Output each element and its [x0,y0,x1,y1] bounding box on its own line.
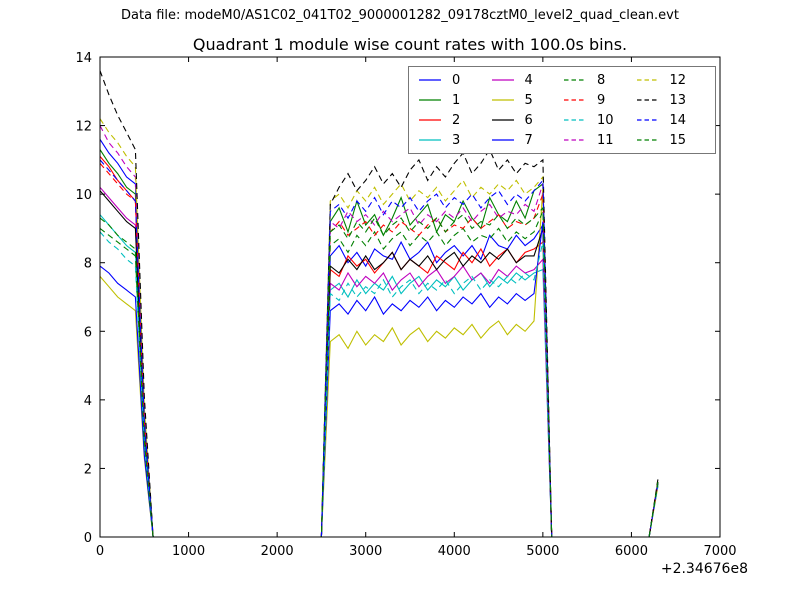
legend-line-sample [564,119,586,121]
series-line-6 [99,190,659,538]
legend-label: 7 [524,132,533,148]
legend-line-sample [564,79,586,81]
y-tick-label: 0 [84,531,92,546]
x-tick-label: 5000 [526,544,559,559]
legend-line-sample [636,79,659,81]
legend-entry-1: 1 [417,90,490,110]
x-tick-label: 2000 [261,544,294,559]
legend-label: 10 [597,112,614,128]
series-line-1 [99,149,659,538]
legend-entry-5: 5 [490,90,563,110]
legend-line-sample [564,139,586,141]
y-tick-label: 2 [84,462,92,477]
series-line-11 [99,125,659,538]
legend-line-sample [419,119,441,121]
legend-entry-7: 7 [490,130,563,150]
legend-entry-8: 8 [562,70,635,90]
legend-label: 12 [669,72,687,88]
y-tick-label: 14 [75,51,92,66]
legend-label: 0 [452,72,461,88]
legend-line-sample [491,139,514,141]
legend-entry-0: 0 [417,70,490,90]
series-line-8 [99,211,659,538]
legend-line-sample [636,119,659,121]
series-line-7 [99,221,659,538]
legend-entry-10: 10 [562,110,635,130]
x-tick-label: 4000 [438,544,471,559]
legend-label: 15 [669,132,687,148]
legend-line-sample [419,99,441,101]
legend-line-sample [491,79,514,81]
legend-entry-9: 9 [562,90,635,110]
legend-entry-3: 3 [417,130,490,150]
x-tick-label: 7000 [703,544,736,559]
legend-label: 4 [524,72,533,88]
legend-line-sample [491,99,514,101]
legend-label: 13 [669,92,687,108]
legend-line-sample [564,99,586,101]
legend-label: 14 [669,112,687,128]
legend-entry-11: 11 [562,130,635,150]
series-line-2 [99,156,659,538]
x-tick-label: 3000 [349,544,382,559]
legend-entry-2: 2 [417,110,490,130]
x-tick-label: 1000 [172,544,205,559]
legend-line-sample [491,119,514,121]
axes-frame [99,56,721,538]
series-line-3 [99,214,659,538]
legend-label: 2 [452,112,461,128]
legend-label: 8 [597,72,606,88]
chart-title: Quadrant 1 module wise count rates with … [192,35,628,54]
legend-label: 1 [452,92,461,108]
y-tick-label: 12 [75,120,92,135]
legend-label: 11 [597,132,614,148]
data-file-label: Data file: modeM0/AS1C02_041T02_90000012… [121,8,679,23]
series-line-15 [99,206,659,538]
legend-entry-15: 15 [635,130,708,150]
x-tick-label: 0 [96,544,104,559]
legend: 0 1 2 3 4 5 6 7 8 9 10 11 12 13 14 15 [408,66,716,154]
legend-line-sample [419,79,441,81]
legend-entry-12: 12 [635,70,708,90]
y-tick-label: 4 [84,394,92,409]
y-tick-label: 6 [84,325,92,340]
x-axis-offset-label: +2.34676e8 [660,561,748,577]
y-tick-label: 8 [84,257,92,272]
legend-label: 3 [452,132,461,148]
series-line-9 [99,162,659,538]
y-tick-label: 10 [75,188,92,203]
legend-label: 6 [524,112,533,128]
series-line-14 [99,159,659,538]
legend-line-sample [419,139,441,141]
legend-line-sample [636,99,659,101]
legend-entry-14: 14 [635,110,708,130]
legend-entry-4: 4 [490,70,563,90]
series-line-12 [99,118,659,538]
legend-entry-6: 6 [490,110,563,130]
x-tick-label: 6000 [615,544,648,559]
legend-entry-13: 13 [635,90,708,110]
legend-label: 5 [524,92,533,108]
legend-label: 9 [597,92,606,108]
legend-line-sample [636,139,659,141]
